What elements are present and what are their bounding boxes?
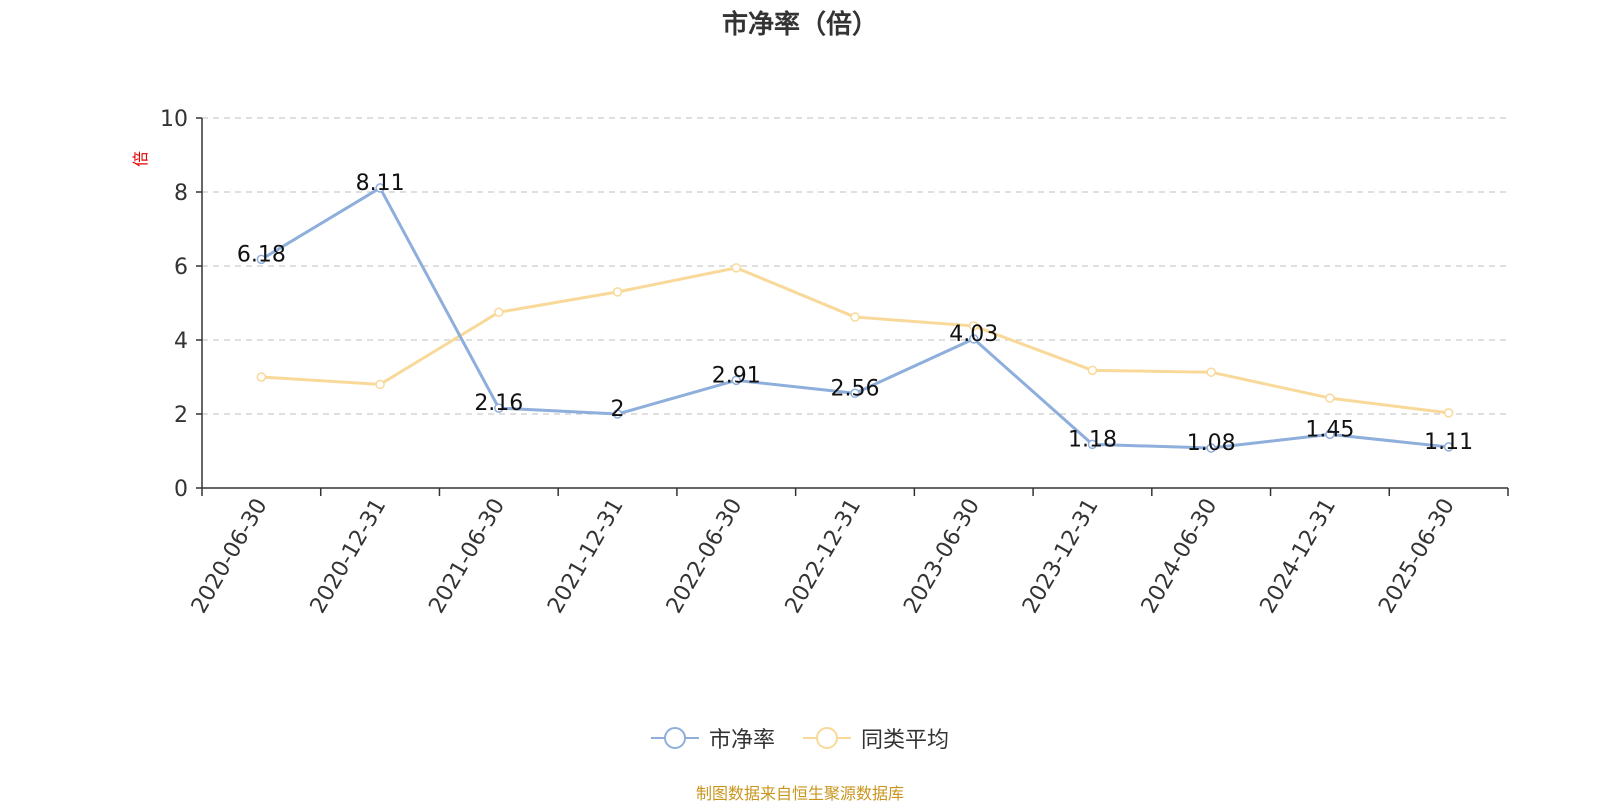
x-tick-label-10: 2025-06-30 bbox=[1374, 495, 1460, 618]
y-tick-label-2: 4 bbox=[174, 329, 188, 354]
legend-label-series-1: 市净率 bbox=[708, 728, 775, 753]
y-tick-label-4: 8 bbox=[174, 181, 188, 206]
y-tick-label-3: 6 bbox=[174, 255, 188, 280]
series-2-point-8 bbox=[1206, 367, 1216, 377]
data-label-10: 1.11 bbox=[1424, 430, 1473, 455]
legend-marker-series-1 bbox=[650, 727, 699, 749]
data-label-8: 1.08 bbox=[1187, 431, 1236, 456]
series-2-point-9 bbox=[1325, 393, 1335, 403]
legend-item-series-1[interactable]: 市净率 bbox=[650, 722, 775, 754]
grid-lines bbox=[202, 117, 1508, 415]
series-1-point-7 bbox=[1087, 439, 1098, 450]
legend: 市净率 同类平均 bbox=[0, 722, 1600, 754]
series-2-point-2 bbox=[494, 307, 504, 317]
x-tick-label-6: 2023-06-30 bbox=[899, 495, 985, 618]
series-2-point-3 bbox=[612, 287, 623, 297]
x-tick-label-1: 2020-12-31 bbox=[306, 495, 392, 618]
legend-item-series-2[interactable]: 同类平均 bbox=[803, 722, 949, 754]
data-label-9: 1.45 bbox=[1305, 417, 1354, 442]
data-label-2: 2.16 bbox=[474, 391, 523, 416]
series-lines bbox=[256, 183, 1454, 453]
y-tick-label-1: 2 bbox=[174, 403, 188, 428]
y-tick-label-5: 10 bbox=[160, 107, 188, 132]
series-1-point-6 bbox=[968, 334, 979, 344]
x-tick-label-0: 2020-06-30 bbox=[187, 495, 273, 618]
legend-marker-series-2 bbox=[803, 727, 851, 749]
series-1-point-0 bbox=[256, 254, 267, 265]
data-label-6: 4.03 bbox=[949, 322, 998, 347]
x-tick-label-2: 2021-06-30 bbox=[424, 495, 510, 618]
data-label-1: 8.11 bbox=[356, 171, 405, 196]
series-2-point-10 bbox=[1443, 408, 1454, 418]
y-axis-unit-label: 倍 bbox=[131, 151, 150, 167]
series-1-point-5 bbox=[850, 388, 860, 399]
series-1-point-9 bbox=[1325, 429, 1335, 440]
series-2-point-7 bbox=[1087, 365, 1098, 376]
x-tick-label-3: 2021-12-31 bbox=[543, 495, 629, 618]
data-label-0: 6.18 bbox=[237, 242, 286, 267]
data-label-7: 1.18 bbox=[1068, 427, 1117, 452]
legend-label-series-2: 同类平均 bbox=[861, 728, 950, 753]
series-1-point-3 bbox=[612, 409, 623, 419]
x-tick-label-7: 2023-12-31 bbox=[1018, 495, 1104, 618]
x-tick-label-8: 2024-06-30 bbox=[1137, 495, 1223, 618]
series-2-point-0 bbox=[256, 372, 267, 382]
axes: 0 2 4 6 8 10 倍 2020-06-30 2020-12-31 2021-06-30 20… bbox=[131, 107, 1509, 618]
series-2-point-1 bbox=[375, 379, 385, 390]
series-1-point-2 bbox=[494, 403, 504, 413]
data-label-5: 2.56 bbox=[831, 376, 880, 401]
chart-title: 市净率（倍） bbox=[721, 10, 878, 40]
data-label-3: 2 bbox=[611, 397, 625, 422]
source-note: 制图数据来自恒生聚源数据库 bbox=[695, 784, 904, 803]
series-2-point-4 bbox=[731, 263, 742, 273]
data-label-4: 2.91 bbox=[712, 363, 761, 388]
series-1-point-1 bbox=[375, 183, 385, 193]
series-2-point-5 bbox=[850, 312, 860, 322]
x-tick-label-9: 2024-12-31 bbox=[1256, 495, 1342, 618]
x-tick-label-4: 2022-06-30 bbox=[662, 495, 748, 618]
y-tick-label-0: 0 bbox=[174, 477, 188, 502]
series-1-point-10 bbox=[1443, 442, 1454, 452]
series-1-point-4 bbox=[731, 375, 742, 386]
data-labels: 6.18 8.11 2.16 2 2.91 2.56 4.03 1.18 1.08 1.45 1.1… bbox=[237, 171, 1473, 456]
series-2-point-6 bbox=[968, 321, 979, 331]
series-1-point-8 bbox=[1206, 443, 1216, 453]
x-tick-label-5: 2022-12-31 bbox=[781, 495, 867, 618]
